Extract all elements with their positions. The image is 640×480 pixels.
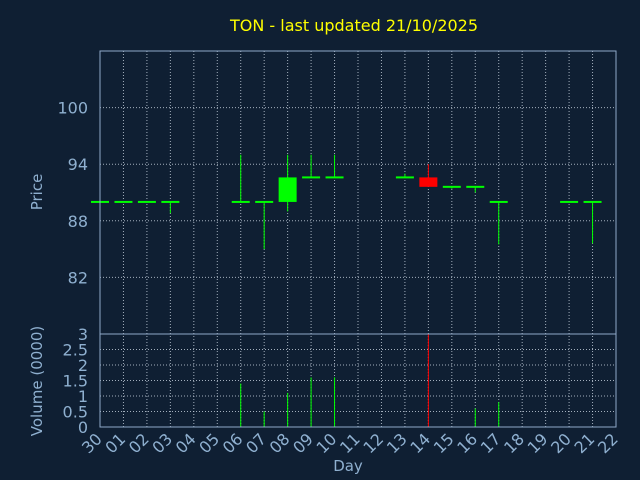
volume-tick-label: 2 (78, 356, 88, 375)
candle-body (419, 177, 438, 187)
candle-body (560, 200, 579, 203)
volume-axis-label: Volume (0000) (28, 326, 46, 436)
candle-body (395, 176, 414, 179)
candles (91, 154, 602, 250)
price-axis-label: Price (28, 174, 46, 211)
candle-body (278, 177, 297, 202)
x-tick-labels: 3001020304050607080910111213141516171819… (78, 429, 622, 457)
chart-title: TON - last updated 21/10/2025 (229, 16, 478, 35)
candle-body (137, 200, 156, 203)
volume-tick-label: 3 (78, 325, 88, 344)
candle-body (442, 185, 461, 188)
price-tick-label: 82 (68, 268, 88, 287)
candle-body (489, 200, 508, 203)
price-tick-label: 94 (68, 155, 88, 174)
plot-frames (99, 50, 617, 428)
candle-body (466, 185, 485, 188)
candle-body (231, 200, 250, 203)
candle-body (161, 200, 180, 203)
volume-tick-label: 0 (78, 418, 88, 437)
candle-body (325, 176, 344, 179)
candle-body (114, 200, 133, 203)
candle-body (302, 176, 321, 179)
x-axis-label: Day (333, 457, 363, 475)
price-tick-label: 88 (68, 212, 88, 231)
volume-bars (240, 334, 500, 427)
candle-body (255, 200, 274, 203)
volume-tick-label: 0.5 (63, 403, 88, 422)
volume-tick-label: 1 (78, 387, 88, 406)
y-tick-labels: 82 88 94 100 00.511.522.53 (57, 99, 88, 437)
volume-panel-frame (99, 333, 617, 428)
volume-tick-label: 2.5 (63, 341, 88, 360)
volume-tick-label: 1.5 (63, 372, 88, 391)
price-tick-label: 100 (57, 99, 88, 118)
candle-body (583, 200, 602, 203)
